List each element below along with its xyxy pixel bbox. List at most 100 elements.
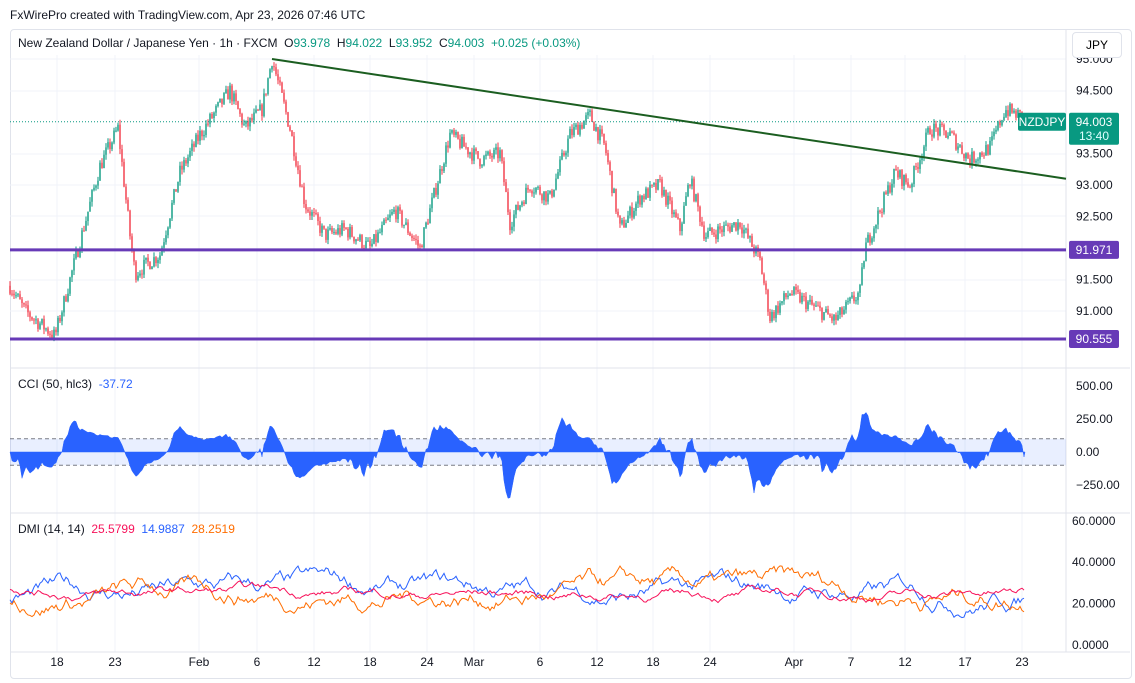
currency-button[interactable]: JPY	[1072, 32, 1122, 58]
candle-body	[667, 195, 669, 205]
candle-body	[309, 211, 311, 216]
candle-body	[795, 287, 797, 290]
candle-body	[131, 236, 133, 251]
candle-body	[989, 140, 991, 155]
candle-body	[905, 174, 907, 183]
candle-body	[879, 210, 881, 212]
candle-body	[687, 185, 689, 197]
candle-body	[285, 101, 287, 113]
candle-body	[933, 123, 935, 137]
cci-title[interactable]: CCI (50, hlc3)	[18, 377, 93, 391]
di-plus-value: 14.9887	[141, 522, 185, 536]
candle-body	[89, 201, 91, 212]
candle-body	[139, 273, 141, 276]
candle-body	[769, 311, 771, 322]
candle-body	[549, 190, 551, 194]
candle-body	[315, 213, 317, 215]
candle-body	[311, 212, 313, 216]
candle-body	[749, 236, 751, 238]
candle-body	[727, 224, 729, 227]
candle-body	[585, 115, 587, 121]
close-value: 94.003	[447, 36, 485, 50]
candle-body	[785, 293, 787, 298]
candle-body	[305, 204, 307, 210]
adx-line	[9, 580, 1025, 604]
candle-body	[463, 136, 465, 147]
candle-body	[129, 210, 131, 237]
dmi-title[interactable]: DMI (14, 14)	[18, 522, 85, 536]
candle-body	[689, 185, 691, 187]
candle-body	[649, 184, 651, 198]
candle-body	[511, 226, 513, 231]
candle-body	[337, 228, 339, 234]
candle-body	[53, 329, 55, 338]
candle-body	[117, 124, 119, 131]
candle-body	[211, 114, 213, 118]
candle-body	[21, 299, 23, 304]
x-tick-label: 18	[50, 655, 64, 669]
cci-legend: CCI (50, hlc3) -37.72	[18, 377, 133, 391]
candle-body	[45, 328, 47, 330]
symbol-title[interactable]: New Zealand Dollar / Japanese Yen · 1h ·…	[18, 36, 278, 50]
candle-body	[891, 183, 893, 193]
candle-body	[411, 235, 413, 238]
candle-body	[789, 293, 791, 296]
candle-body	[663, 189, 665, 196]
candle-body	[613, 188, 615, 194]
candle-body	[287, 112, 289, 127]
candle-body	[709, 227, 711, 232]
low-label: L	[388, 36, 396, 50]
dmi-tick-label: 20.0000	[1072, 597, 1116, 611]
high-label: H	[336, 36, 346, 50]
candle-body	[617, 211, 619, 216]
cci-area	[9, 412, 1026, 499]
candle-body	[571, 129, 573, 136]
candle-body	[681, 223, 683, 232]
candle-body	[217, 102, 219, 107]
candle-body	[853, 295, 855, 302]
candle-body	[917, 167, 919, 169]
candle-body	[825, 308, 827, 313]
candle-body	[483, 156, 485, 166]
candle-body	[537, 186, 539, 188]
candle-body	[121, 149, 123, 162]
candle-body	[331, 228, 333, 233]
chart-panel[interactable]	[10, 29, 1132, 679]
candle-body	[345, 227, 347, 229]
candle-body	[685, 196, 687, 206]
candle-body	[209, 114, 211, 124]
candle-body	[557, 172, 559, 179]
candle-body	[871, 238, 873, 243]
candle-body	[619, 215, 621, 224]
candle-body	[1003, 116, 1005, 121]
last-price-tag	[1069, 112, 1119, 145]
candle-body	[97, 180, 99, 186]
candle-body	[123, 161, 125, 187]
candle-body	[263, 93, 265, 117]
candle-body	[929, 127, 931, 135]
candle-body	[817, 305, 819, 307]
candle-body	[153, 257, 155, 267]
candle-body	[223, 93, 225, 104]
candle-body	[1013, 110, 1015, 113]
candle-body	[41, 318, 43, 324]
candle-body	[193, 143, 195, 147]
candle-body	[199, 130, 201, 141]
candle-body	[609, 162, 611, 171]
cci-value: -37.72	[98, 377, 133, 391]
dmi-tick-label: 40.0000	[1072, 555, 1116, 569]
candle-body	[947, 135, 949, 138]
candle-body	[533, 192, 535, 194]
candle-body	[509, 212, 511, 231]
candle-body	[301, 186, 303, 188]
candle-body	[539, 186, 541, 195]
candle-body	[829, 314, 831, 317]
candle-body	[741, 227, 743, 234]
candle-body	[59, 317, 61, 322]
price-tick-label: 94.500	[1076, 84, 1113, 98]
candle-body	[913, 166, 915, 185]
candle-body	[653, 182, 655, 185]
candle-body	[657, 179, 659, 190]
candle-body	[997, 121, 999, 130]
